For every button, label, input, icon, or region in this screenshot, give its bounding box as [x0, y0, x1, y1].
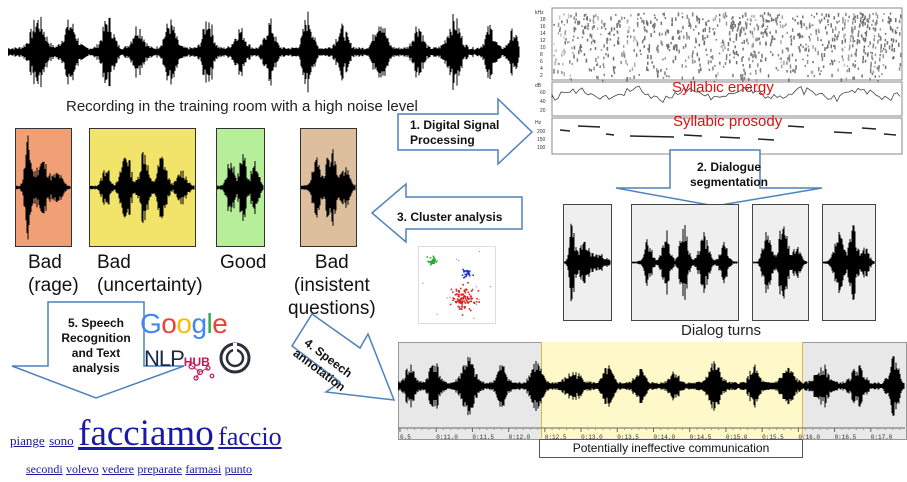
- spectrogram-panel: kHz 18 16 14 12 10 8 6 4 2 dB 60 40 20 Hz 200 150 100: [534, 6, 904, 156]
- timeline-tick-label: 0:13.5: [617, 434, 639, 441]
- step3-arrow: [370, 182, 523, 244]
- energy-tick-label: 60: [540, 90, 546, 96]
- energy-tick-label: 20: [540, 108, 546, 114]
- timeline-tick-label: 0:14.0: [654, 434, 676, 441]
- cnr-logo-icon: [219, 342, 251, 374]
- google-logo-g1: G: [140, 308, 162, 339]
- freq-unit-label: kHz: [535, 10, 544, 16]
- freq-tick-label: 18: [540, 17, 546, 23]
- timeline-tick-label: 0:11.5: [472, 434, 494, 441]
- freq-tick-label: 4: [540, 66, 543, 72]
- step3-label: 3. Cluster analysis: [397, 210, 503, 224]
- dialog-turn-wave-2: [632, 225, 738, 300]
- google-logo-g2: g: [191, 308, 207, 339]
- word-farmasi[interactable]: farmasi: [185, 462, 222, 476]
- dialog-turn-wave-3: [753, 226, 808, 299]
- cluster-wave-rage: [16, 135, 71, 240]
- freq-tick-label: 6: [540, 59, 543, 65]
- timeline-tick-label: 0:12.5: [545, 434, 567, 441]
- annotation-waveform: [398, 356, 905, 416]
- freq-tick-label: 16: [540, 24, 546, 30]
- pitch-tick-label: 150: [537, 137, 546, 143]
- pitch-tick-label: 200: [537, 129, 546, 135]
- energy-unit-label: dB: [535, 83, 542, 89]
- timeline-tick-label: 0:17.0: [871, 434, 893, 441]
- cluster-wave-good: [217, 154, 264, 221]
- word-vedere[interactable]: vedere: [102, 462, 134, 476]
- timeline-tick-label: 0:16.5: [835, 434, 857, 441]
- freq-tick-label: 14: [540, 31, 546, 37]
- cluster-label-rage: Bad (rage): [28, 252, 79, 296]
- word-punto[interactable]: punto: [224, 462, 252, 476]
- step1-label: 1. Digital Signal Processing: [410, 118, 500, 147]
- nlphub-logo: NLPHUB: [144, 346, 210, 372]
- freq-tick-label: 8: [540, 52, 543, 58]
- word-cloud-row1: piange sono facciamo faccio: [10, 412, 282, 455]
- step1-arrow: [397, 97, 534, 166]
- google-logo-l: l: [206, 308, 213, 339]
- cluster-label-good: Good: [220, 252, 267, 273]
- timeline-tick-label: 0:13.0: [581, 434, 603, 441]
- annotation-caption-box: Potentially ineffective communication: [539, 439, 803, 458]
- nlphub-logo-hub: HUB: [183, 355, 210, 369]
- google-logo-o1: o: [161, 308, 177, 339]
- word-preparate[interactable]: preparate: [137, 462, 182, 476]
- google-logo-o2: o: [176, 308, 192, 339]
- cluster-wave-uncertainty: [90, 151, 195, 224]
- annotation-timeline: 0.5 0:11.0 0:11.5 0:12.0 0:12.5 0:13.0 0:13.5 0…: [398, 427, 905, 441]
- word-cloud-row2: secondi volevo vedere preparate farmasi …: [26, 462, 252, 477]
- timeline-tick-label: 0:15.5: [762, 434, 784, 441]
- cluster-label-insistent: Bad (insistent questions): [288, 252, 376, 319]
- google-logo: Google: [140, 308, 228, 340]
- timeline-tick-label: 0:15.0: [726, 434, 748, 441]
- step2-label: 2. Dialogue segmentation: [690, 160, 769, 189]
- timeline-tick-label: 0:11.0: [436, 434, 458, 441]
- nlphub-logo-nlp: NLP: [144, 346, 185, 371]
- step5-label: 5. Speech Recognition and Text analysis: [61, 316, 131, 375]
- annotation-caption: Potentially ineffective communication: [572, 441, 770, 455]
- word-facciamo[interactable]: facciamo: [78, 413, 214, 454]
- dialog-turn-wave-4: [823, 225, 875, 300]
- pitch-unit-label: Hz: [535, 120, 542, 126]
- step4-arrow: [290, 312, 396, 401]
- freq-tick-label: 10: [540, 45, 546, 51]
- timeline-tick-label: 0.5: [400, 434, 411, 441]
- syllabic-energy-label: Syllabic energy: [672, 79, 774, 96]
- cluster-label-uncertainty: Bad (uncertainty): [97, 252, 203, 296]
- freq-tick-label: 2: [540, 73, 543, 79]
- word-piange[interactable]: piange: [10, 433, 45, 448]
- word-sono[interactable]: sono: [49, 433, 74, 448]
- timeline-tick-label: 0:14.5: [690, 434, 712, 441]
- word-faccio[interactable]: faccio: [218, 422, 282, 451]
- step2-arrow: [615, 149, 823, 207]
- nlphub-dots-icon: [188, 362, 215, 381]
- pitch-tick-label: 100: [537, 145, 546, 151]
- dialog-turn-wave-1: [564, 223, 611, 302]
- word-secondi[interactable]: secondi: [26, 462, 63, 476]
- top-recording-waveform: [8, 11, 520, 93]
- cluster-wave-insistent: [301, 149, 356, 226]
- dialog-turns-caption: Dialog turns: [681, 322, 762, 339]
- cluster-scatter-plot: [418, 246, 496, 324]
- word-volevo[interactable]: volevo: [66, 462, 99, 476]
- timeline-tick-label: 0:16.0: [798, 434, 820, 441]
- energy-tick-label: 40: [540, 99, 546, 105]
- step5-arrow: [11, 301, 185, 399]
- syllabic-prosody-label: Syllabic prosody: [673, 113, 783, 130]
- google-logo-e: e: [212, 308, 228, 339]
- top-recording-caption: Recording in the training room with a hi…: [66, 98, 418, 115]
- freq-tick-label: 12: [540, 38, 546, 44]
- timeline-tick-label: 0:12.0: [509, 434, 531, 441]
